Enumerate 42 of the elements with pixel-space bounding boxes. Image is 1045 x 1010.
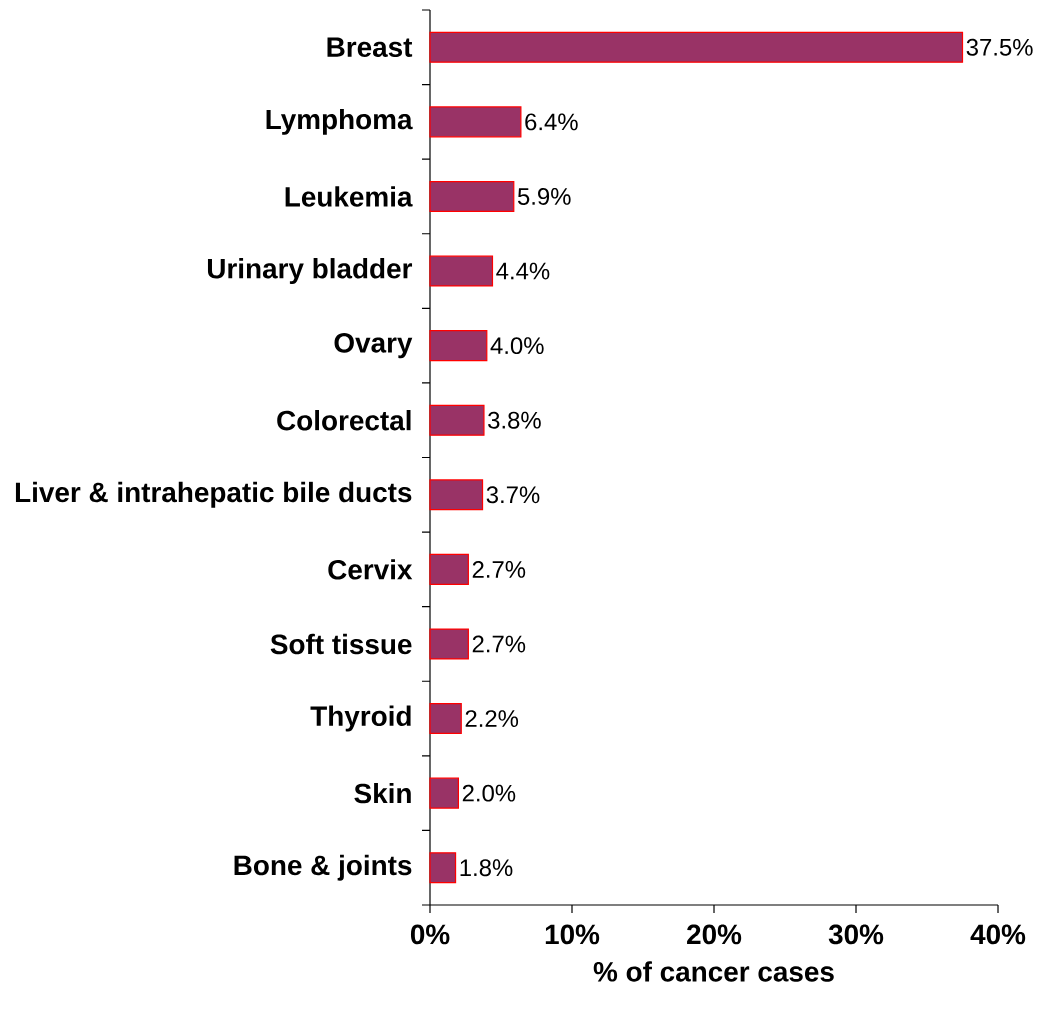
y-tick-label: Bone & joints xyxy=(234,854,412,881)
data-label: 3.7% xyxy=(486,486,540,504)
data-label: 1.8% xyxy=(460,859,513,877)
data-label: 4.4% xyxy=(496,262,550,280)
x-tick-label: 20% xyxy=(687,924,742,945)
x-tick-label: 0% xyxy=(410,924,450,945)
bar xyxy=(429,777,459,809)
data-label: 6.4% xyxy=(525,113,578,131)
y-tick-label: Urinary bladder xyxy=(207,258,413,285)
bar xyxy=(429,703,462,735)
x-axis-title: % of cancer cases xyxy=(593,961,834,982)
bar xyxy=(429,553,469,585)
bar xyxy=(429,330,488,362)
y-tick-label: Cervix xyxy=(328,559,413,580)
bar xyxy=(429,31,964,63)
y-tick-label: Liver & intrahepatic bile ducts xyxy=(15,481,412,508)
y-tick-label: Soft tissue xyxy=(270,633,412,655)
data-label: 2.0% xyxy=(462,784,516,802)
y-tick-label: Lymphoma xyxy=(266,108,413,135)
bar xyxy=(429,628,469,660)
bar xyxy=(429,404,485,436)
x-tick-label: 40% xyxy=(970,924,1026,945)
y-tick-label: Skin xyxy=(354,782,411,804)
bar xyxy=(429,255,494,287)
data-label: 4.0% xyxy=(490,337,544,355)
bar xyxy=(429,852,457,884)
data-label: 5.9% xyxy=(517,188,571,205)
data-label: 3.8% xyxy=(488,411,541,429)
bar xyxy=(429,479,484,511)
data-label: 2.7% xyxy=(472,560,526,578)
bar xyxy=(429,106,522,138)
y-tick-label: Ovary xyxy=(334,333,413,359)
y-tick-label: Colorectal xyxy=(277,409,411,431)
bar xyxy=(429,180,515,212)
y-tick-label: Breast xyxy=(327,37,413,58)
data-label: 2.7% xyxy=(472,635,526,653)
data-label: 37.5% xyxy=(966,38,1033,56)
x-tick-label: 30% xyxy=(828,924,884,945)
y-tick-label: Thyroid xyxy=(310,705,411,732)
data-label: 2.2% xyxy=(465,710,519,727)
y-tick-label: Leukemia xyxy=(285,186,413,207)
x-tick-label: 10% xyxy=(545,924,600,945)
